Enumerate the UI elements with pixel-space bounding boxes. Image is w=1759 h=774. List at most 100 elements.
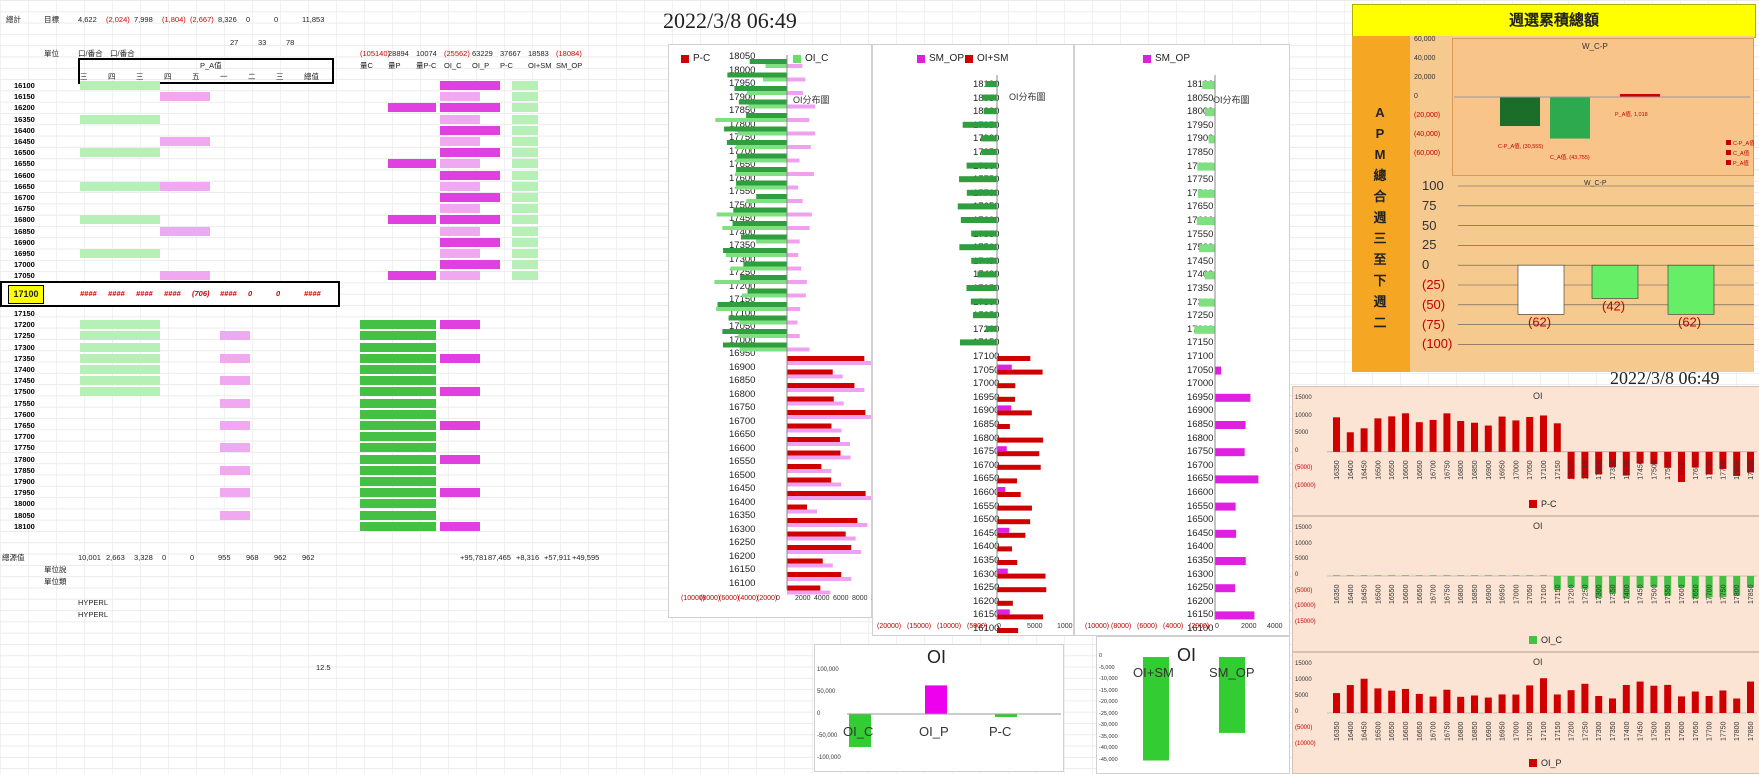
- table-row[interactable]: 16450: [0, 136, 660, 147]
- x-cat-label: 16900: [1486, 460, 1493, 480]
- x-tick: 4000: [1267, 623, 1283, 630]
- strike-cell: 16700: [14, 193, 35, 202]
- x-cat-label: 16500: [1375, 721, 1382, 741]
- table-row[interactable]: 17350: [0, 353, 660, 364]
- table-row[interactable]: 17950: [0, 487, 660, 498]
- table-row[interactable]: 17050: [0, 270, 660, 281]
- oi-mini-cat: P-C: [989, 724, 1011, 739]
- table-row[interactable]: 17150: [0, 308, 660, 319]
- strike-cell: 16400: [14, 125, 35, 135]
- table-row[interactable]: 18000: [0, 498, 660, 509]
- oip-bar: [787, 590, 831, 595]
- left-col-head: 四: [164, 72, 172, 81]
- table-row[interactable]: 16900: [0, 237, 660, 248]
- cell-fill: [512, 237, 538, 247]
- oi-bar: [1471, 422, 1478, 452]
- table-row[interactable]: 17500: [0, 386, 660, 397]
- oi-bar: [1429, 575, 1437, 576]
- cell-fill: [220, 376, 250, 386]
- table-row[interactable]: 17550: [0, 398, 660, 409]
- highlight-row[interactable]: 17100 #### #### #### #### (706) #### 0 0 ####: [0, 281, 340, 307]
- strike-label: 16700: [973, 459, 1000, 471]
- table-row[interactable]: 16700: [0, 192, 660, 203]
- strike-label: 16300: [1187, 568, 1214, 580]
- oi-bar: [1471, 695, 1478, 713]
- oic-bar: [725, 253, 787, 257]
- oi-bar: [1581, 576, 1589, 589]
- left-col-head: 總值: [304, 72, 319, 81]
- x-tick: (15000): [907, 623, 932, 630]
- table-row[interactable]: 18100: [0, 521, 660, 532]
- x-tick: 0: [997, 623, 1001, 630]
- cell-fill: [80, 249, 160, 258]
- y-tick: -40,000: [1099, 745, 1118, 751]
- x-cat-label: 17850: [1748, 584, 1755, 604]
- table-row[interactable]: 16750: [0, 203, 660, 214]
- cell-fill: [512, 170, 538, 180]
- table-row[interactable]: 17850: [0, 465, 660, 476]
- oi-bar: [1664, 451, 1672, 468]
- table-row[interactable]: 17000: [0, 259, 660, 270]
- table-row[interactable]: 16650: [0, 181, 660, 192]
- x-cat-label: 17250: [1582, 584, 1589, 604]
- table-row[interactable]: 17250: [0, 330, 660, 341]
- oi-bar: [1719, 690, 1727, 713]
- oip-bar: [787, 496, 871, 500]
- table-row[interactable]: 17650: [0, 420, 660, 431]
- x-cat-label: 16700: [1431, 721, 1438, 741]
- strike-label: 16350: [729, 510, 756, 521]
- oi-bar: [1402, 688, 1409, 713]
- oi-bar: [1333, 417, 1340, 452]
- table-row[interactable]: 17800: [0, 454, 660, 465]
- strike-label: 17750: [1187, 174, 1214, 186]
- table-row[interactable]: 17750: [0, 442, 660, 453]
- cell-fill: [360, 320, 390, 330]
- strike-label: 16850: [973, 419, 1000, 430]
- oi-bar: [1609, 698, 1616, 713]
- table-row[interactable]: 17200: [0, 319, 660, 330]
- table-row[interactable]: 16100: [0, 80, 660, 91]
- table-row[interactable]: 16500: [0, 147, 660, 158]
- table-row[interactable]: 17300: [0, 342, 660, 353]
- table-row[interactable]: 17900: [0, 476, 660, 487]
- table-row[interactable]: 17700: [0, 431, 660, 442]
- x-tick: (4000): [1163, 623, 1184, 630]
- oic-bar: [735, 172, 787, 176]
- x-cat-label: 17150: [1555, 721, 1562, 741]
- table-row[interactable]: 17600: [0, 409, 660, 420]
- table-row[interactable]: 16550: [0, 158, 660, 169]
- table-row[interactable]: 17450: [0, 375, 660, 386]
- table-row[interactable]: 16600: [0, 170, 660, 181]
- table-row[interactable]: 16200: [0, 102, 660, 113]
- table-row[interactable]: 16950: [0, 248, 660, 259]
- footer-value: 0: [190, 553, 195, 562]
- hyperlink-2[interactable]: HYPERL: [78, 610, 109, 619]
- table-row[interactable]: 16400: [0, 125, 660, 136]
- strike-label: 16150: [1187, 609, 1214, 621]
- footer-value: 10,001: [78, 553, 101, 562]
- x-cat-label: 16950: [1500, 721, 1507, 741]
- oism-bar: [971, 230, 997, 237]
- y-tick: 75: [1422, 197, 1437, 213]
- table-row[interactable]: 16350: [0, 114, 660, 125]
- x-cat-label: 17350: [1610, 584, 1617, 604]
- table-row[interactable]: 18050: [0, 510, 660, 521]
- oi-bar: [1636, 451, 1644, 464]
- cell-fill: [440, 204, 480, 214]
- hyperlink-1[interactable]: HYPERL: [78, 598, 109, 607]
- x-cat-label: 16700: [1431, 460, 1438, 480]
- cell-fill: [440, 353, 480, 363]
- oic-bar: [735, 145, 787, 149]
- strike-label: 16550: [1187, 500, 1214, 512]
- oi-sm-chart: OI 0 -5,000 -10,000 -15,000 -20,000 -25,000 -3…: [1096, 636, 1290, 774]
- oip-bar: [787, 320, 798, 325]
- oism-bar: [966, 285, 997, 291]
- table-row[interactable]: 16800: [0, 214, 660, 225]
- table-row[interactable]: 16150: [0, 91, 660, 102]
- table-row[interactable]: 16850: [0, 226, 660, 237]
- cell-fill: [390, 477, 436, 486]
- oi-chart-pc-legend: P-C: [1529, 499, 1557, 509]
- table-row[interactable]: 17400: [0, 364, 660, 375]
- strike-cell: 16550: [14, 159, 35, 169]
- cell-fill: [80, 81, 160, 90]
